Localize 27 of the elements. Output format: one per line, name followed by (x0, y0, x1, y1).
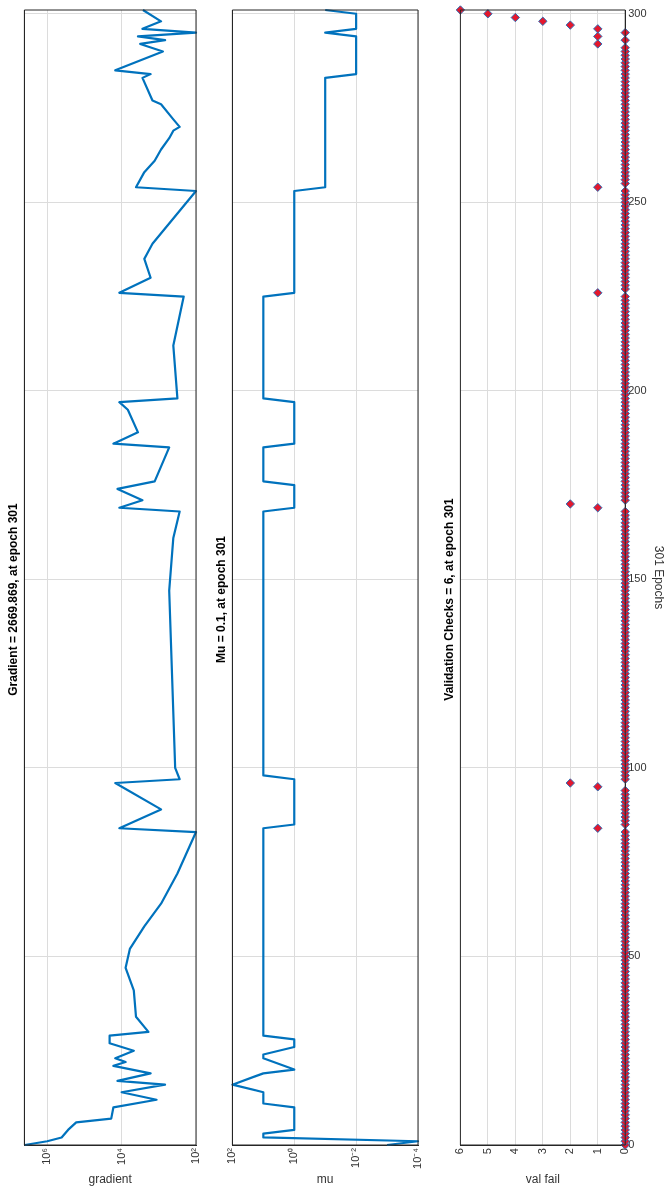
x-tick-label: 2 (563, 1148, 576, 1155)
x-tick-label: 10⁰ (287, 1148, 300, 1165)
y-tick-label: 150 (628, 572, 647, 585)
x-tick-label: 5 (480, 1148, 493, 1155)
y-tick-label: 50 (628, 949, 641, 962)
text: Mu = 0.1, at epoch 301 (213, 535, 228, 664)
y-tick-label: 100 (628, 760, 647, 773)
y-axis-title: 301 Epochs (652, 545, 667, 610)
x-axis-title: val fail (525, 1172, 560, 1187)
x-tick-label: 4 (508, 1148, 521, 1155)
x-tick-label: 1 (590, 1148, 603, 1155)
text: Validation Checks = 6, at epoch 301 (441, 497, 456, 701)
x-tick-label: 3 (535, 1148, 548, 1155)
x-tick-label: 10² (189, 1147, 202, 1164)
y-tick-label: 200 (628, 383, 647, 396)
x-tick-label: 10² (225, 1147, 238, 1164)
x-axis-title: gradient (88, 1172, 133, 1187)
x-tick-label: 0 (618, 1148, 631, 1155)
x-tick-label: 10⁴ (114, 1147, 127, 1165)
x-tick-label: 10⁻⁴ (411, 1147, 424, 1169)
x-tick-label: 6 (453, 1148, 466, 1155)
x-tick-label: 10⁶ (40, 1148, 53, 1165)
x-axis-title: mu (316, 1172, 334, 1187)
text: Gradient = 2669.869, at epoch 301 (5, 502, 20, 696)
y-tick-label: 300 (628, 6, 647, 19)
x-tick-label: 10⁻² (349, 1147, 362, 1168)
y-tick-label: 250 (628, 195, 647, 208)
